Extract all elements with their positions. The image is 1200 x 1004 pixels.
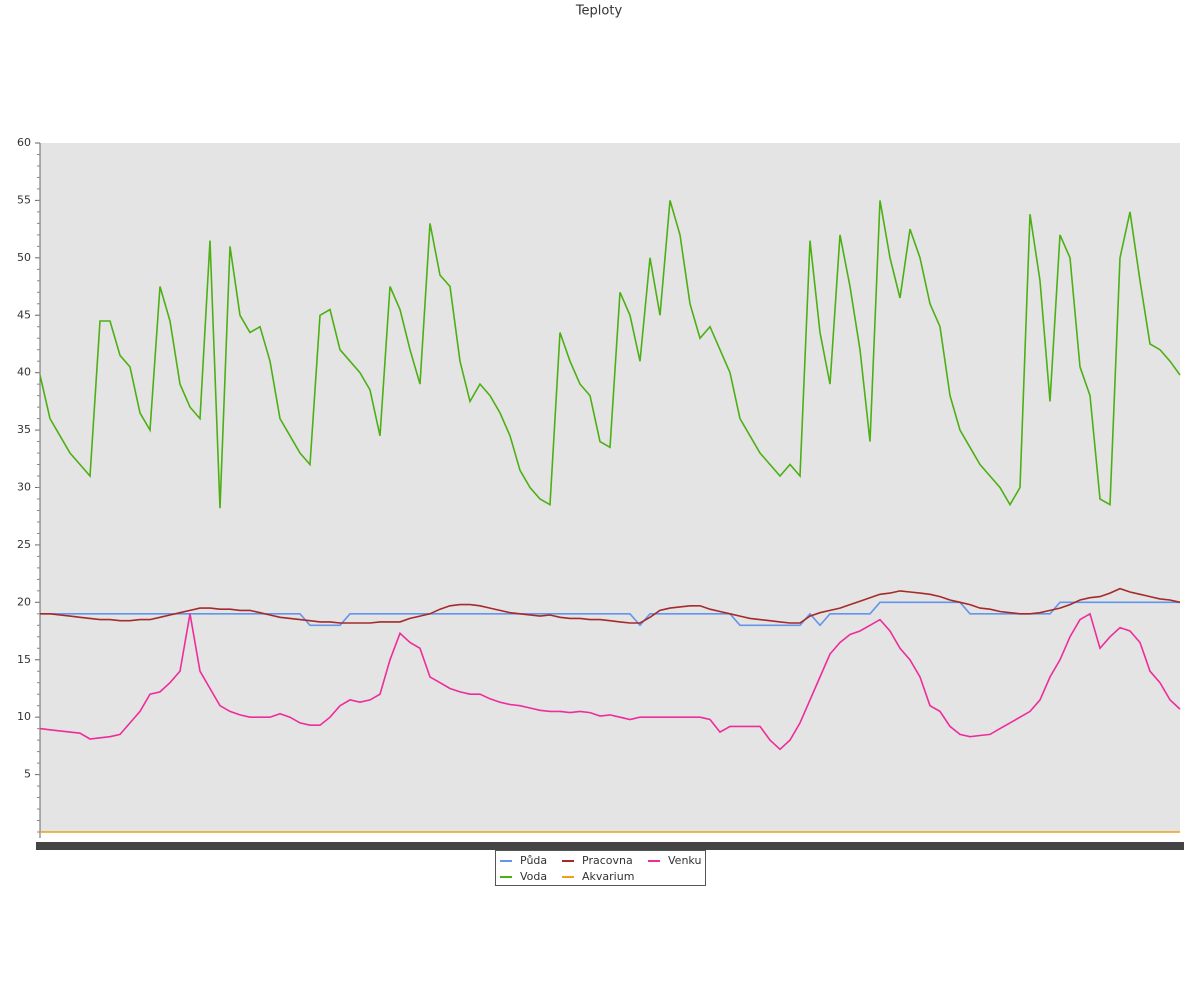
legend-label: Voda — [520, 870, 547, 883]
y-tick-label: 25 — [17, 538, 31, 551]
legend-label: Akvarium — [582, 870, 634, 883]
y-tick-label: 10 — [17, 710, 31, 723]
y-tick-label: 20 — [17, 595, 31, 608]
y-tick-label: 55 — [17, 193, 31, 206]
y-tick-label: 35 — [17, 423, 31, 436]
y-tick-label: 15 — [17, 653, 31, 666]
legend-label: Pracovna — [582, 854, 633, 867]
chart-title: Teploty — [575, 4, 623, 19]
y-tick-label: 50 — [17, 251, 31, 264]
legend-label: Půda — [520, 854, 547, 867]
series-line — [39, 612, 1181, 751]
y-tick-label: 45 — [17, 308, 31, 321]
x-axis-labels-band — [36, 842, 1184, 850]
y-tick-label: 60 — [17, 136, 31, 149]
y-tick-label: 30 — [17, 481, 31, 494]
series-line — [40, 587, 1181, 624]
legend — [495, 850, 706, 886]
series-line — [39, 200, 1181, 509]
series-line — [40, 601, 1180, 627]
y-tick-label: 40 — [17, 366, 31, 379]
legend-label: Venku — [668, 854, 701, 867]
y-tick-label: 5 — [24, 768, 31, 781]
